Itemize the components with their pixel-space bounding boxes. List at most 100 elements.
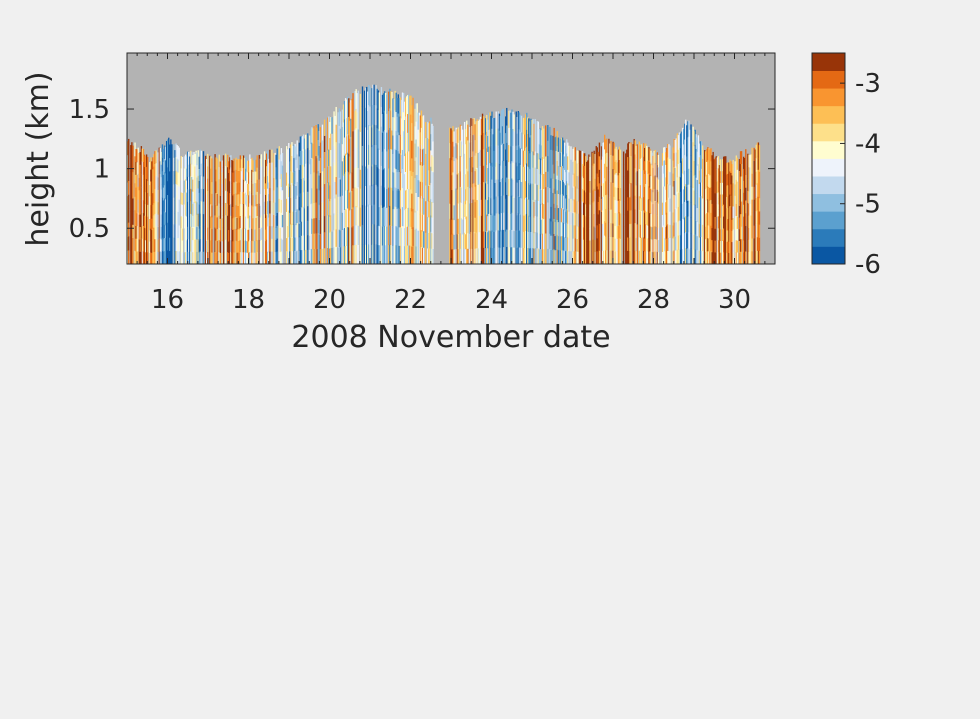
- heatmap-cell: [560, 179, 563, 195]
- heatmap-cell: [732, 229, 734, 242]
- heatmap-cell: [627, 183, 629, 198]
- heatmap-cell: [273, 153, 275, 166]
- heatmap-cell: [224, 153, 227, 167]
- heatmap-cell: [710, 186, 712, 200]
- heatmap-cell: [403, 191, 406, 211]
- heatmap-cell: [753, 251, 755, 264]
- heatmap-cell: [200, 188, 203, 202]
- heatmap-cell: [650, 226, 652, 240]
- heatmap-cell: [410, 114, 412, 134]
- heatmap-cell: [537, 153, 540, 170]
- heatmap-cell: [749, 167, 751, 180]
- heatmap-cell: [296, 167, 298, 182]
- heatmap-cell: [467, 155, 469, 172]
- heatmap-cell: [348, 98, 350, 117]
- heatmap-cell: [177, 146, 179, 160]
- heatmap-cell: [239, 227, 242, 241]
- heatmap-cell: [478, 183, 481, 201]
- heatmap-cell: [493, 150, 495, 167]
- heatmap-cell: [716, 228, 719, 241]
- heatmap-cell: [411, 122, 413, 141]
- heatmap-cell: [386, 226, 388, 246]
- heatmap-cell: [490, 115, 492, 133]
- heatmap-cell: [313, 248, 315, 264]
- heatmap-cell: [237, 217, 239, 230]
- heatmap-cell: [174, 150, 176, 164]
- heatmap-cell: [239, 191, 242, 204]
- heatmap-cell: [597, 226, 600, 240]
- heatmap-cell: [690, 155, 692, 172]
- heatmap-cell: [241, 239, 244, 253]
- heatmap-cell: [170, 250, 172, 264]
- heatmap-cell: [523, 215, 526, 232]
- heatmap-cell: [393, 117, 395, 136]
- heatmap-cell: [562, 222, 565, 237]
- heatmap-cell: [290, 197, 292, 212]
- heatmap-cell: [338, 229, 340, 247]
- heatmap-cell: [410, 133, 412, 153]
- data-layer: [127, 84, 761, 264]
- heatmap-cell: [192, 191, 194, 204]
- heatmap-cell: [258, 167, 260, 180]
- heatmap-cell: [393, 172, 395, 191]
- heatmap-cell: [376, 88, 378, 109]
- heatmap-cell: [342, 122, 345, 141]
- heatmap-cell: [528, 183, 530, 200]
- heatmap-cell: [207, 190, 209, 204]
- heatmap-cell: [465, 173, 467, 190]
- heatmap-cell: [351, 227, 353, 246]
- heatmap-cell: [662, 199, 665, 213]
- heatmap-cell: [539, 218, 542, 235]
- heatmap-cell: [472, 167, 474, 184]
- heatmap-cell: [263, 213, 266, 227]
- heatmap-cell: [231, 194, 233, 207]
- heatmap-cell: [421, 132, 424, 150]
- heatmap-cell: [559, 236, 562, 251]
- heatmap-cell: [706, 212, 708, 226]
- heatmap-cell: [161, 184, 164, 198]
- heatmap-cell: [301, 150, 304, 165]
- heatmap-cell: [457, 127, 459, 143]
- heatmap-cell: [711, 179, 713, 192]
- heatmap-cell: [492, 247, 494, 264]
- heatmap-cell: [612, 182, 614, 197]
- heatmap-cell: [751, 147, 753, 161]
- heatmap-cell: [588, 190, 590, 204]
- heatmap-cell: [198, 156, 200, 169]
- heatmap-cell: [584, 202, 586, 216]
- heatmap-cell: [525, 197, 527, 215]
- heatmap-cell: [696, 165, 699, 180]
- heatmap-cell: [547, 217, 549, 234]
- heatmap-cell: [359, 245, 362, 264]
- heatmap-cell: [294, 157, 296, 171]
- heatmap-cell: [519, 115, 522, 132]
- heatmap-cell: [152, 169, 154, 182]
- heatmap-cell: [605, 222, 607, 237]
- heatmap-cell: [298, 210, 300, 224]
- heatmap-cell: [534, 247, 536, 264]
- heatmap-cell: [517, 162, 520, 180]
- heatmap-cell: [145, 190, 148, 204]
- heatmap-cell: [698, 250, 701, 264]
- heatmap-cell: [280, 186, 283, 200]
- heatmap-cell: [276, 238, 278, 252]
- heatmap-cell: [210, 192, 212, 205]
- heatmap-cell: [167, 222, 169, 237]
- heatmap-cell: [561, 193, 564, 209]
- heatmap-cell: [495, 128, 497, 146]
- heatmap-cell: [431, 154, 433, 171]
- heatmap-cell: [489, 129, 491, 147]
- heatmap-cell: [450, 173, 452, 189]
- heatmap-cell: [200, 226, 203, 240]
- heatmap-cell: [127, 195, 129, 210]
- heatmap-cell: [215, 216, 217, 229]
- heatmap-cell: [553, 248, 555, 264]
- heatmap-cell: [384, 187, 387, 208]
- heatmap-cell: [657, 191, 660, 204]
- heatmap-cell: [694, 249, 696, 264]
- heatmap-cell: [248, 160, 250, 173]
- heatmap-cell: [453, 131, 455, 147]
- heatmap-cell: [411, 105, 413, 124]
- heatmap-cell: [628, 209, 630, 224]
- heatmap-cell: [317, 186, 319, 203]
